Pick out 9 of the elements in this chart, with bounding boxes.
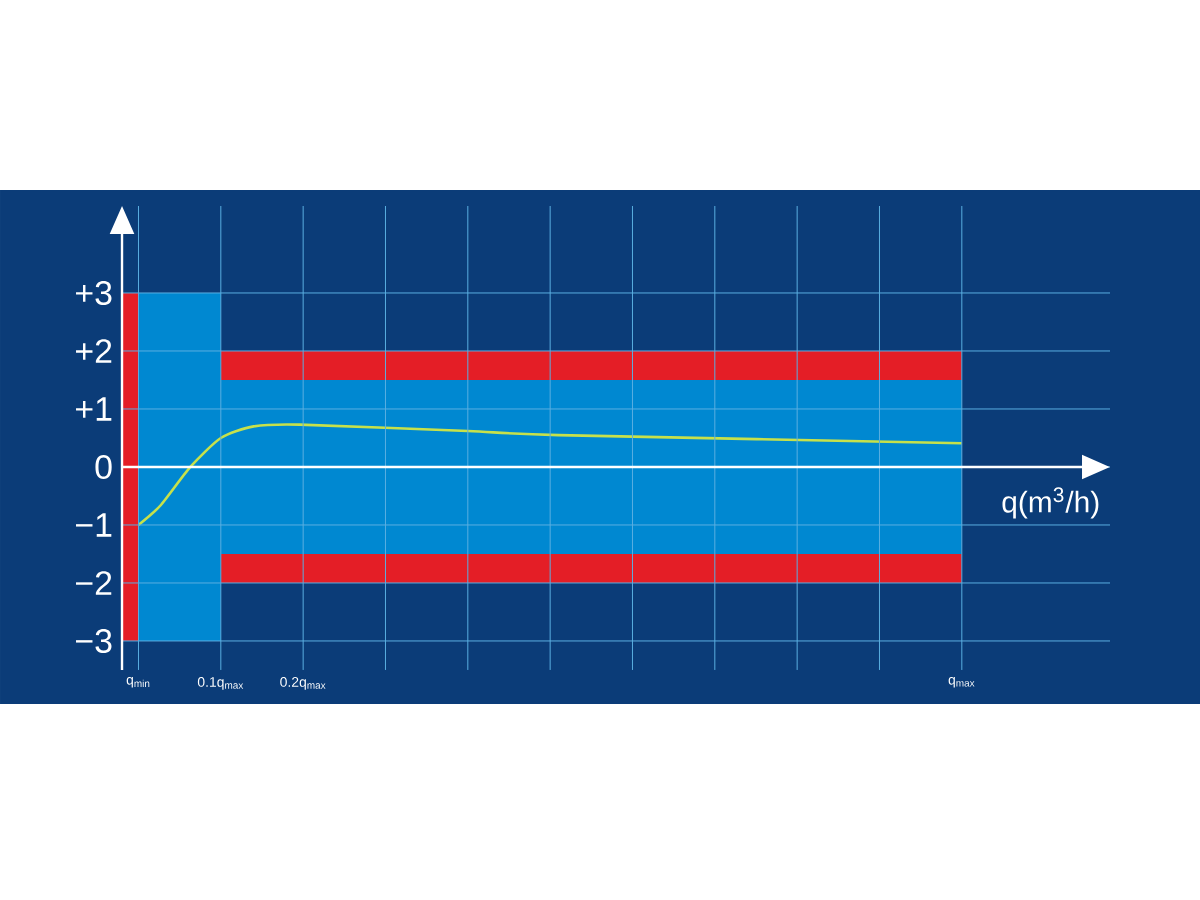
y-tick-label: +1 — [76, 397, 112, 421]
y-tick-label: −2 — [76, 571, 112, 595]
y-tick-label: 0 — [95, 454, 112, 479]
y-tick-label: −1 — [76, 513, 112, 537]
y-tick-label: +3 — [76, 280, 112, 305]
x-axis-title: q(m$^{3}$/h) — [1002, 487, 1099, 519]
line-series — [137, 423, 964, 527]
y-tick-label: −3 — [76, 628, 112, 653]
y-tick-label: +2 — [76, 339, 112, 363]
